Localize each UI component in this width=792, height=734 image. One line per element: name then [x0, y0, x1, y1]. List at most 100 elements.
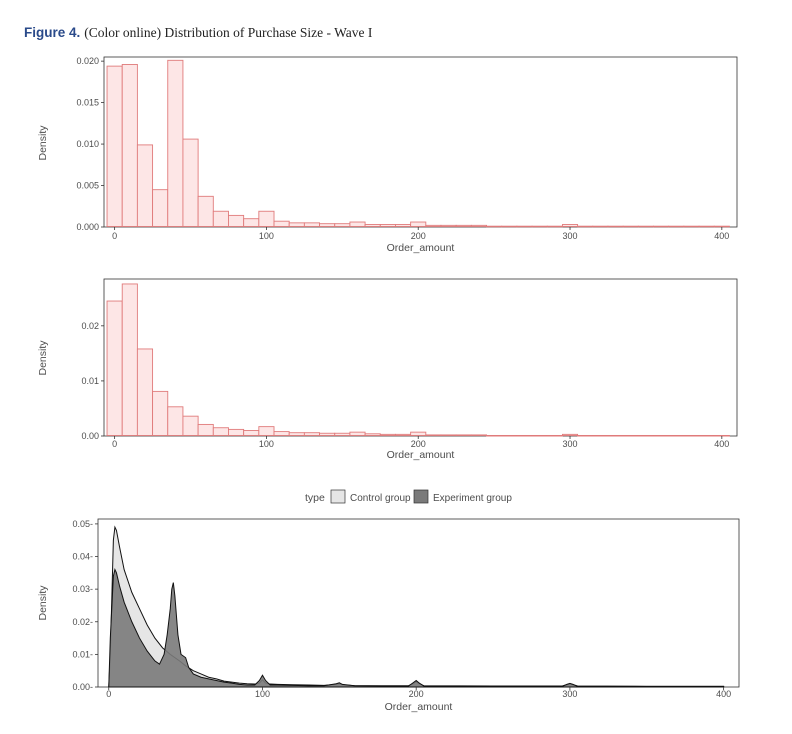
x-axis-title: Order_amount — [387, 242, 455, 254]
histogram-bar — [410, 431, 427, 436]
histogram-bar — [668, 434, 685, 437]
histogram-bar — [425, 434, 442, 436]
figure-label: Figure 4. — [24, 25, 81, 40]
y-tick-label: 0.03- — [72, 584, 93, 594]
legend-swatch-2 — [413, 489, 429, 504]
histogram-bar — [303, 222, 321, 227]
legend-title: type — [305, 492, 325, 504]
histogram-bar — [212, 427, 229, 436]
histogram-bar — [228, 214, 245, 227]
histogram-bar — [136, 144, 154, 227]
x-tick-label: 100 — [259, 231, 274, 241]
histogram-bar — [531, 225, 548, 228]
y-axis-title: Density — [37, 340, 49, 376]
legend-label-2: Experiment group — [433, 493, 512, 504]
plot-border — [103, 278, 738, 437]
histogram-bar — [440, 224, 457, 227]
x-axis-title: Order_amount — [387, 449, 455, 461]
x-tick-label: 0 — [106, 689, 111, 699]
y-tick-label: 0.01- — [72, 649, 93, 659]
histogram-bar — [258, 426, 275, 436]
histogram-bar — [288, 222, 305, 227]
x-tick-label: 300 — [563, 231, 578, 241]
histogram-bar — [607, 225, 624, 228]
y-tick-label: 0.01 — [81, 376, 99, 386]
histogram-bar — [698, 434, 715, 437]
histogram-bar — [197, 195, 214, 227]
histogram-bar — [577, 434, 594, 437]
histogram-bar — [228, 428, 245, 436]
histogram-bar — [455, 224, 472, 227]
y-tick-label: 0.015 — [76, 98, 99, 108]
histogram-bar — [622, 225, 639, 228]
histogram-bar — [501, 225, 518, 228]
legend-label-1: Control group — [350, 493, 411, 504]
histogram-bars — [106, 283, 730, 437]
histogram-bar — [653, 434, 670, 437]
y-axis-title: Density — [37, 585, 49, 621]
x-tick-label: 400 — [714, 439, 729, 449]
y-axis-title: Density — [37, 125, 49, 161]
histogram-bar — [334, 223, 351, 227]
histogram-bar — [470, 224, 487, 227]
histogram-bar — [243, 218, 260, 227]
histogram-bar — [121, 283, 138, 436]
legend-swatch-1 — [330, 489, 346, 504]
histogram-bar — [197, 423, 214, 436]
histogram-bar — [486, 225, 503, 228]
histogram-bar — [516, 434, 533, 437]
x-tick-label: 0 — [112, 439, 117, 449]
x-tick-label: 200 — [411, 439, 426, 449]
histogram-bar — [440, 434, 457, 436]
histogram-bar — [561, 433, 579, 436]
histogram-bar — [106, 65, 123, 227]
histogram-bar — [258, 210, 275, 227]
histogram-bar — [303, 432, 321, 436]
histogram-bar — [637, 434, 654, 437]
density-area-experiment-group — [108, 568, 725, 688]
histogram-bar — [425, 224, 442, 227]
histogram-bar — [516, 225, 533, 228]
histogram-bar — [167, 406, 184, 436]
x-tick-label: 200 — [409, 689, 424, 699]
histogram-bars — [106, 59, 730, 228]
histogram-bar — [561, 224, 579, 227]
histogram-bar — [364, 224, 381, 227]
histogram-bar — [182, 138, 199, 227]
histogram-bar — [167, 59, 184, 227]
histogram-bar — [364, 433, 381, 436]
histogram-bar — [243, 430, 260, 436]
histogram-bar — [152, 189, 169, 227]
histogram-bar — [653, 225, 670, 228]
histogram-bar — [577, 225, 594, 228]
histogram-bar — [410, 221, 427, 227]
histogram-bar — [592, 225, 609, 228]
y-tick-label: 0.000 — [76, 222, 99, 232]
histogram-bar — [152, 390, 169, 436]
histogram-bar — [592, 434, 609, 437]
histogram-bar — [349, 221, 366, 227]
y-tick-label: 0.020 — [76, 56, 99, 66]
y-tick-label: 0.05- — [72, 519, 93, 529]
figure-caption: Figure 4. (Color online) Distribution of … — [24, 25, 372, 41]
histogram-bar — [395, 224, 412, 227]
x-tick-label: 0 — [112, 231, 117, 241]
histogram-bar — [334, 432, 351, 436]
y-tick-label: 0.00 — [81, 431, 99, 441]
histogram-bar — [395, 433, 412, 436]
chart-panel-3: type Control group Experiment group 0.00- 0.… — [37, 489, 740, 713]
histogram-bar — [698, 225, 715, 228]
x-tick-label: 100 — [259, 439, 274, 449]
y-tick-label: 0.00- — [72, 682, 93, 692]
histogram-bar — [349, 431, 366, 436]
histogram-bar — [182, 415, 199, 436]
histogram-bar — [121, 64, 138, 227]
histogram-bar — [486, 434, 503, 437]
x-tick-label: 400 — [716, 689, 731, 699]
histogram-bar — [455, 434, 472, 436]
histogram-bar — [501, 434, 518, 437]
histogram-bar — [319, 223, 336, 227]
histogram-bar — [136, 348, 154, 436]
histogram-bar — [713, 434, 730, 437]
